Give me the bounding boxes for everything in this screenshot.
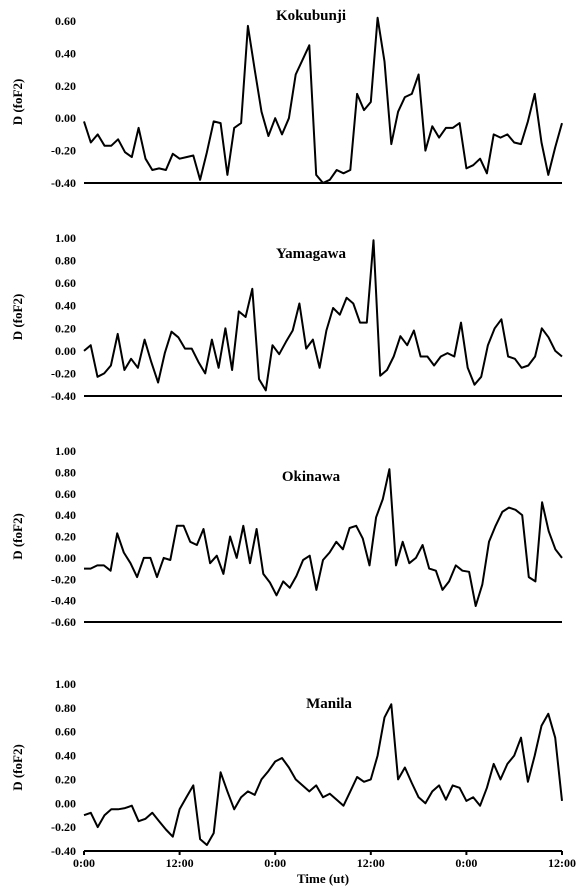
y-tick-label: -0.20 <box>51 366 76 380</box>
y-axis-label: D (foF2) <box>10 513 25 560</box>
y-tick-label: 0.20 <box>55 530 76 544</box>
y-tick-label: 0.40 <box>55 749 76 763</box>
panel-title: Okinawa <box>282 469 341 485</box>
y-tick-label: 1.00 <box>55 231 76 245</box>
y-tick-label: -0.20 <box>51 820 76 834</box>
y-tick-label: 0.20 <box>55 772 76 786</box>
series-line <box>83 16 563 184</box>
y-tick-label: -0.40 <box>51 176 76 190</box>
y-tick-label: 1.00 <box>55 677 76 691</box>
panel-title: Kokubunji <box>276 8 346 24</box>
y-tick-label: 0.00 <box>55 344 76 358</box>
x-tick-label: 12:00 <box>548 856 576 870</box>
y-tick-label: -0.40 <box>51 389 76 403</box>
y-tick-label: 0.60 <box>55 487 76 501</box>
series-line <box>83 703 563 846</box>
panel-title: Manila <box>306 696 352 712</box>
y-tick-label: -0.60 <box>51 615 76 629</box>
chart-panel-1: Yamagawa D (foF2) -0.40 -0.20 0.00 0.20 0.40 0.… <box>10 231 563 403</box>
chart-panel-2: Okinawa D (foF2) -0.60 -0.40 -0.20 0.00 0.20 0.… <box>10 444 563 629</box>
y-tick-label: 0.00 <box>55 796 76 810</box>
y-tick-label: 0.60 <box>55 276 76 290</box>
y-tick-label: 0.00 <box>55 551 76 565</box>
series-line <box>83 239 563 392</box>
y-tick-label: -0.20 <box>51 572 76 586</box>
y-axis-label: D (foF2) <box>10 744 25 791</box>
x-tick-label: 0:00 <box>264 856 286 870</box>
y-tick-label: -0.20 <box>51 144 76 158</box>
panel-title: Yamagawa <box>276 246 346 262</box>
y-tick-label: 0.00 <box>55 111 76 125</box>
x-tick-label: 12:00 <box>166 856 194 870</box>
y-tick-label: -0.40 <box>51 844 76 858</box>
x-tick-label: 12:00 <box>357 856 385 870</box>
y-tick-label: 0.40 <box>55 508 76 522</box>
y-tick-label: 0.80 <box>55 701 76 715</box>
y-tick-label: 0.80 <box>55 465 76 479</box>
y-tick-label: 0.60 <box>55 725 76 739</box>
chart-panel-3: Manila D (foF2) -0.40 -0.20 0.00 0.20 0.40 0.60… <box>10 677 576 886</box>
y-axis-label: D (foF2) <box>10 294 25 341</box>
x-tick-label: 0:00 <box>455 856 477 870</box>
y-tick-label: 0.40 <box>55 299 76 313</box>
y-tick-label: 0.80 <box>55 254 76 268</box>
y-tick-label: 0.20 <box>55 321 76 335</box>
y-tick-label: -0.40 <box>51 594 76 608</box>
y-axis-label: D (foF2) <box>10 79 25 126</box>
y-tick-label: 1.00 <box>55 444 76 458</box>
series-line <box>84 468 563 607</box>
chart-panel-0: Kokubunji D (foF2) -0.40 -0.20 0.00 0.20 0.40 0… <box>10 8 563 190</box>
x-axis-label: Time (ut) <box>297 871 349 886</box>
y-tick-label: 0.20 <box>55 79 76 93</box>
y-tick-label: 0.60 <box>55 14 76 28</box>
x-tick-label: 0:00 <box>73 856 95 870</box>
y-tick-label: 0.40 <box>55 46 76 60</box>
